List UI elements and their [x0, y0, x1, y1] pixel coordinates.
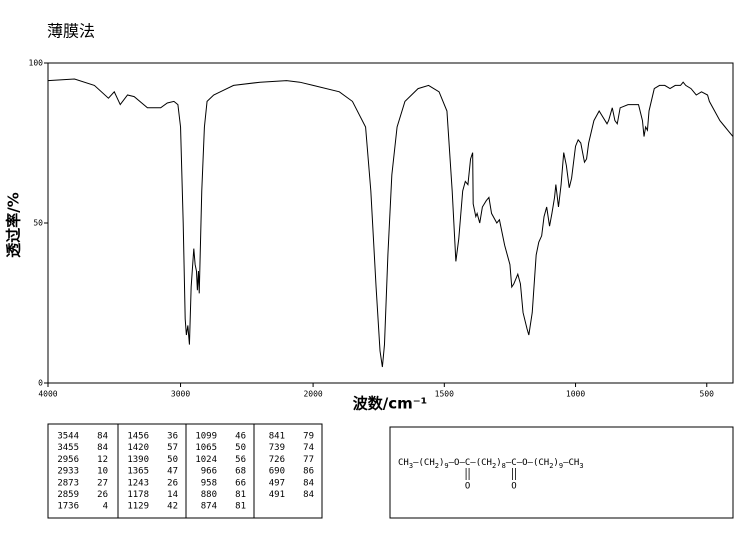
peak-table: 3544 84 3455 84 2956 12 2933 10 2873 27 2859 26 1736…	[57, 432, 314, 512]
plot: 0 50 100 4000 3000 2000 1500 1000 500	[29, 59, 734, 399]
structure-formula: CH3—(CH2)9—O—C—(CH2)8—C—O—(CH2)9—CH3	[398, 458, 584, 471]
peak-wavenumber: 690	[269, 467, 285, 477]
peak-wavenumber: 1420	[127, 443, 149, 453]
peak-transmittance: 79	[303, 432, 314, 442]
x-axis-label: 波数/cm⁻¹	[353, 395, 428, 413]
x-tick-label: 3000	[171, 390, 190, 399]
formula-part: )	[553, 458, 558, 468]
peak-table-frame	[47, 423, 323, 519]
peak-wavenumber: 3544	[57, 432, 79, 442]
peak-wavenumber: 726	[269, 455, 285, 465]
y-axis-label: 透过率/%	[5, 192, 23, 258]
formula-part: —	[506, 458, 512, 468]
plot-frame	[47, 62, 734, 384]
peak-transmittance: 27	[97, 478, 108, 488]
peak-wavenumber: 1390	[127, 455, 149, 465]
spectrum-line	[47, 78, 734, 368]
formula-part: )	[496, 458, 501, 468]
peak-transmittance: 84	[97, 432, 108, 442]
peak-transmittance: 4	[103, 502, 108, 512]
peak-transmittance: 84	[303, 478, 314, 488]
peak-transmittance: 56	[235, 455, 246, 465]
peak-wavenumber: 491	[269, 490, 285, 500]
peak-transmittance: 50	[235, 443, 246, 453]
y-tick-label: 100	[29, 59, 44, 68]
formula-subscript: 2	[492, 462, 496, 470]
peak-transmittance: 14	[167, 490, 178, 500]
carbonyl-oxygen: O	[511, 482, 516, 492]
formula-part: —(CH	[413, 458, 435, 468]
peak-wavenumber: 874	[201, 502, 217, 512]
peak-wavenumber: 966	[201, 467, 217, 477]
carbonyl-oxygen: O	[465, 482, 470, 492]
formula-part: )	[439, 458, 444, 468]
peak-wavenumber: 1736	[57, 502, 79, 512]
formula-part: —(CH	[470, 458, 492, 468]
formula-part: CH	[398, 458, 409, 468]
formula-part: —O—(CH	[517, 458, 550, 468]
formula-part: —O—	[449, 458, 466, 468]
carbonyl-carbon: C	[511, 458, 516, 468]
x-tick-label: 4000	[38, 390, 57, 399]
peak-wavenumber: 1065	[195, 443, 217, 453]
formula-part: —CH	[563, 458, 579, 468]
peak-wavenumber: 1099	[195, 432, 217, 442]
peak-transmittance: 84	[97, 443, 108, 453]
formula-subscript: 2	[549, 462, 553, 470]
peak-transmittance: 36	[167, 432, 178, 442]
peak-wavenumber: 497	[269, 478, 285, 488]
peak-wavenumber: 2956	[57, 455, 79, 465]
x-tick-label: 1000	[566, 390, 585, 399]
formula-subscript: 2	[435, 462, 439, 470]
carbonyl-carbon: C	[465, 458, 470, 468]
peak-wavenumber: 2933	[57, 467, 79, 477]
peak-transmittance: 77	[303, 455, 314, 465]
y-tick-label: 50	[33, 219, 43, 228]
formula-subscript: 9	[559, 462, 563, 470]
peak-transmittance: 84	[303, 490, 314, 500]
x-tick-label: 1500	[435, 390, 454, 399]
x-tick-label: 2000	[303, 390, 322, 399]
peak-wavenumber: 2873	[57, 478, 79, 488]
peak-wavenumber: 841	[269, 432, 285, 442]
peak-transmittance: 81	[235, 490, 246, 500]
peak-wavenumber: 1243	[127, 478, 149, 488]
chart-title: 薄膜法	[47, 22, 95, 41]
y-tick-label: 0	[38, 379, 43, 388]
peak-wavenumber: 1365	[127, 467, 149, 477]
formula-subscript: 3	[579, 462, 583, 470]
formula-subscript: 9	[444, 462, 448, 470]
peak-wavenumber: 2859	[57, 490, 79, 500]
peak-transmittance: 81	[235, 502, 246, 512]
peak-wavenumber: 1129	[127, 502, 149, 512]
peak-transmittance: 74	[303, 443, 314, 453]
peak-wavenumber: 739	[269, 443, 285, 453]
peak-transmittance: 86	[303, 467, 314, 477]
peak-transmittance: 66	[235, 478, 246, 488]
peak-transmittance: 57	[167, 443, 178, 453]
peak-wavenumber: 880	[201, 490, 217, 500]
peak-transmittance: 26	[97, 490, 108, 500]
x-tick-label: 500	[700, 390, 715, 399]
formula-subscript: 8	[502, 462, 506, 470]
peak-transmittance: 68	[235, 467, 246, 477]
peak-wavenumber: 1178	[127, 490, 149, 500]
peak-transmittance: 46	[235, 432, 246, 442]
peak-transmittance: 12	[97, 455, 108, 465]
peak-transmittance: 42	[167, 502, 178, 512]
formula-subscript: 3	[409, 462, 413, 470]
peak-wavenumber: 1456	[127, 432, 149, 442]
peak-wavenumber: 958	[201, 478, 217, 488]
peak-wavenumber: 3455	[57, 443, 79, 453]
peak-transmittance: 47	[167, 467, 178, 477]
peak-wavenumber: 1024	[195, 455, 217, 465]
peak-transmittance: 50	[167, 455, 178, 465]
structure-frame	[389, 426, 734, 519]
peak-transmittance: 26	[167, 478, 178, 488]
peak-transmittance: 10	[97, 467, 108, 477]
